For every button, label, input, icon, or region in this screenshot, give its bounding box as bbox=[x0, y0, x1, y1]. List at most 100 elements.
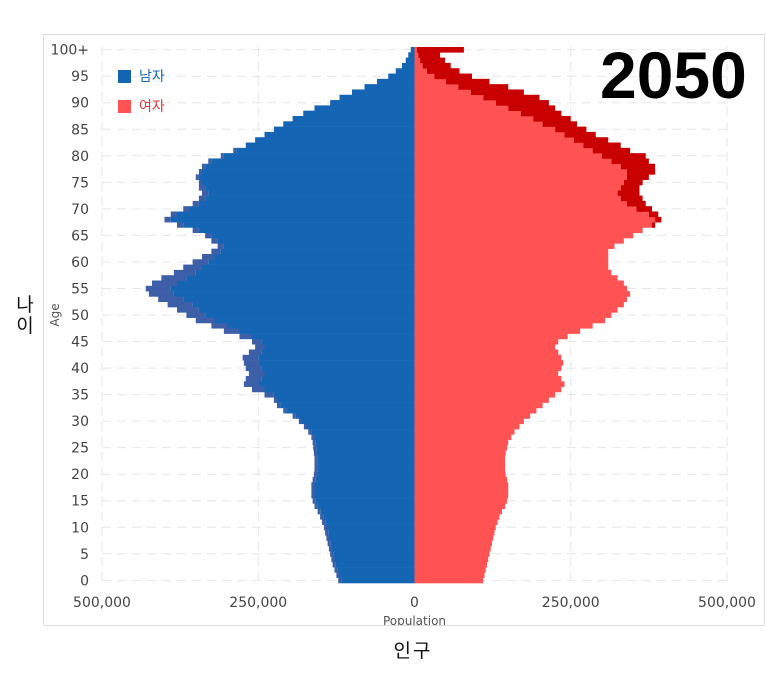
female-overflow-bar bbox=[602, 153, 646, 159]
male-overflow-bar bbox=[327, 540, 331, 547]
male-bar bbox=[316, 445, 415, 451]
legend-label-female: 여자 bbox=[139, 99, 165, 115]
male-bar bbox=[325, 519, 415, 525]
male-overflow-bar bbox=[313, 450, 317, 456]
male-bar bbox=[339, 572, 415, 578]
male-bar bbox=[314, 492, 415, 499]
male-bar bbox=[314, 105, 415, 111]
female-bar bbox=[414, 466, 506, 472]
male-bar bbox=[315, 498, 415, 504]
male-bar bbox=[315, 439, 415, 446]
male-bar bbox=[264, 131, 415, 138]
male-bar bbox=[205, 195, 415, 202]
y-tick-label: 90 bbox=[71, 96, 89, 112]
female-overflow-bar bbox=[648, 211, 659, 218]
female-bar bbox=[414, 110, 521, 117]
female-bar bbox=[414, 280, 624, 287]
female-bar bbox=[414, 545, 491, 552]
male-bar bbox=[314, 434, 415, 441]
y-tick-label: 20 bbox=[71, 467, 89, 483]
male-bar bbox=[277, 397, 415, 403]
y-tick-label: 65 bbox=[71, 228, 89, 244]
male-overflow-bar bbox=[255, 344, 265, 350]
male-overflow-bar bbox=[312, 498, 316, 504]
female-bar bbox=[414, 131, 565, 138]
legend-item-male: 남자 bbox=[118, 66, 165, 86]
female-bar bbox=[414, 269, 612, 276]
outer-y-label-char: 이 bbox=[16, 315, 34, 337]
male-bar bbox=[259, 360, 415, 366]
female-bar bbox=[414, 153, 602, 159]
female-bar bbox=[414, 163, 621, 170]
male-bar bbox=[177, 211, 415, 218]
male-overflow-bar bbox=[331, 556, 335, 563]
outer-y-label-char: 나 bbox=[16, 294, 34, 316]
female-bar bbox=[414, 179, 624, 186]
female-bar bbox=[414, 216, 656, 223]
male-overflow-bar bbox=[205, 232, 212, 239]
male-bar bbox=[183, 222, 415, 228]
x-tick-label: 500,000 bbox=[698, 595, 756, 611]
male-bar bbox=[223, 243, 415, 249]
population-pyramid-chart: 0 5 10 15 20 25 30 35 40 45 50 55 60 65 70 75 80 85 90 95 10… bbox=[48, 43, 756, 625]
chart-frame: 0 5 10 15 20 25 30 35 40 45 50 55 60 65 70 75 80 85 90 95 10… bbox=[43, 34, 765, 626]
female-bar bbox=[414, 514, 500, 520]
female-bar bbox=[414, 498, 507, 504]
female-bar bbox=[414, 94, 484, 101]
y-tick-label: 35 bbox=[71, 388, 89, 404]
male-bar bbox=[317, 460, 415, 467]
female-bar bbox=[414, 349, 559, 356]
female-bar bbox=[414, 455, 506, 462]
male-bar bbox=[214, 317, 415, 324]
male-bar bbox=[258, 354, 415, 361]
male-overflow-bar bbox=[312, 476, 316, 483]
male-bar bbox=[405, 57, 415, 64]
female-overflow-bar bbox=[620, 195, 643, 202]
male-overflow-bar bbox=[186, 312, 206, 318]
female-bar bbox=[414, 105, 509, 111]
female-bar bbox=[414, 158, 612, 165]
male-bar bbox=[202, 264, 415, 271]
male-overflow-bar bbox=[283, 407, 287, 414]
male-bar bbox=[261, 376, 415, 382]
female-bar bbox=[414, 333, 568, 340]
outer-x-axis-label: 인구 bbox=[393, 640, 433, 662]
male-overflow-bar bbox=[192, 227, 199, 234]
male-bar bbox=[334, 556, 415, 563]
male-bar bbox=[261, 349, 415, 356]
female-bar bbox=[414, 253, 609, 260]
male-bar bbox=[205, 312, 415, 318]
male-overflow-bar bbox=[198, 179, 202, 186]
male-overflow-bar bbox=[211, 238, 218, 244]
male-overflow-bar bbox=[192, 259, 209, 265]
female-bar bbox=[414, 142, 584, 149]
female-overflow-bar bbox=[483, 94, 540, 101]
female-bar bbox=[414, 317, 606, 324]
female-bar bbox=[414, 556, 489, 563]
male-overflow-bar bbox=[195, 317, 215, 324]
female-bar bbox=[414, 312, 612, 318]
male-bar bbox=[286, 407, 415, 414]
male-bar bbox=[227, 322, 415, 329]
male-overflow-bar bbox=[211, 248, 221, 255]
legend-swatch-female bbox=[118, 99, 131, 113]
female-bar bbox=[414, 577, 484, 584]
female-bar bbox=[414, 200, 627, 207]
female-bar bbox=[414, 381, 565, 387]
male-bar bbox=[327, 524, 415, 531]
female-bar bbox=[414, 206, 637, 212]
female-bar bbox=[414, 238, 624, 244]
male-overflow-bar bbox=[336, 572, 340, 578]
male-bar bbox=[245, 142, 415, 149]
male-bar bbox=[317, 471, 415, 478]
male-bar bbox=[332, 545, 415, 552]
y-tick-label: 100+ bbox=[51, 43, 89, 59]
female-overflow-bar bbox=[655, 216, 662, 223]
legend-swatch-male bbox=[118, 69, 131, 83]
male-bar bbox=[198, 307, 415, 313]
female-bar bbox=[414, 62, 423, 69]
male-overflow-bar bbox=[317, 508, 321, 515]
male-overflow-bar bbox=[314, 503, 318, 510]
x-tick-label: 250,000 bbox=[542, 595, 600, 611]
female-bar bbox=[414, 344, 556, 350]
